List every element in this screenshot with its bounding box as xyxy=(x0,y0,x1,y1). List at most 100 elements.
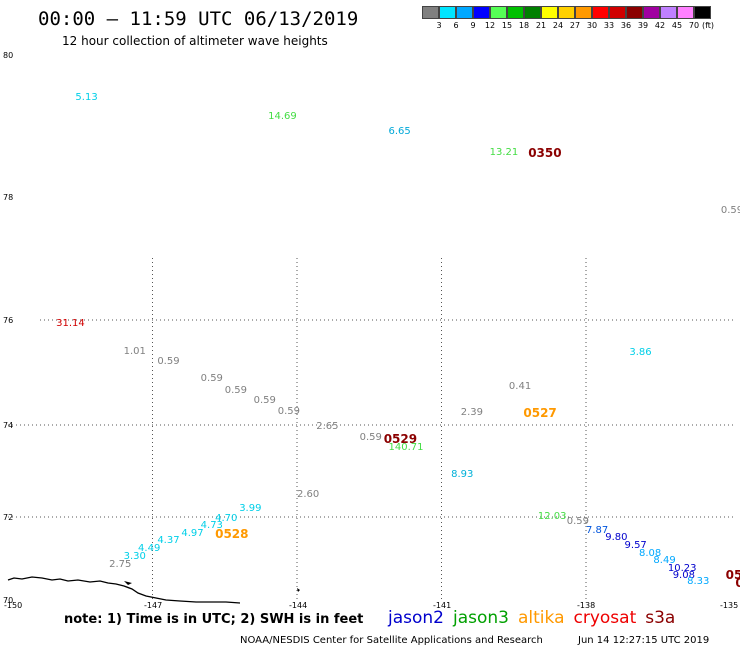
coastline-point xyxy=(297,588,300,592)
wave-height-observation: 140.71 xyxy=(388,442,424,453)
legend-swatch xyxy=(473,6,490,19)
coastline xyxy=(7,576,241,604)
wave-height-observation: 0.59 xyxy=(200,372,223,384)
wave-height-observation: 0.41 xyxy=(508,381,532,393)
satellite-legend: jason2 jason3 altika cryosat s3a xyxy=(388,608,684,628)
legend-label: 6 xyxy=(453,21,459,30)
wave-height-observation: 4.37 xyxy=(157,535,180,547)
legend-label: 9 xyxy=(470,21,476,30)
legend-label: 33 xyxy=(603,21,615,30)
wave-height-observation: 2.60 xyxy=(297,489,320,501)
wave-height-observation: 0.59 xyxy=(720,204,740,216)
legend-label: 45 xyxy=(671,21,683,30)
latitude-label: 80 xyxy=(3,51,14,60)
wave-height-observation: 0.59 xyxy=(253,395,276,407)
wave-height-observation: 8.93 xyxy=(451,468,474,480)
wave-height-observation: 13.21 xyxy=(489,146,519,158)
wave-height-observation: 2.39 xyxy=(460,407,484,419)
wave-height-observation: 8.08 xyxy=(638,547,662,559)
legend-label: 42 xyxy=(654,21,666,30)
legend-swatch xyxy=(575,6,592,19)
credit-line: NOAA/NESDIS Center for Satellite Applica… xyxy=(240,635,543,646)
legend-labels: 3 6 9 12 15 18 21 24 27 30 33 36 39 42 45 70 xyxy=(422,19,711,31)
wave-height-observation: 4.97 xyxy=(181,527,204,539)
generated-timestamp: Jun 14 12:27:15 UTC 2019 xyxy=(578,635,710,646)
latitude-label: 74 xyxy=(3,421,14,430)
longitude-label: -147 xyxy=(144,601,163,610)
wave-height-observation: 0.59 xyxy=(359,431,382,443)
wave-height-observation: 9.57 xyxy=(624,540,647,552)
longitude-label: -144 xyxy=(289,601,308,610)
wave-height-observation: 8.49 xyxy=(653,555,676,567)
wave-height-observation: 0.59 xyxy=(566,516,589,528)
legend-label: 15 xyxy=(501,21,513,30)
legend-label: 27 xyxy=(569,21,581,30)
legend-label: 70 xyxy=(688,21,700,30)
legend-label: 12 xyxy=(484,21,496,30)
wave-height-observation: 14.69 xyxy=(268,111,297,123)
coastline-island xyxy=(124,581,132,585)
wave-height-observation: 0.59 xyxy=(157,356,180,367)
latitude-label: 76 xyxy=(3,316,14,325)
legend-swatch xyxy=(643,6,660,19)
wave-height-observation: 9.80 xyxy=(605,531,628,543)
wave-height-observation: 2.65 xyxy=(316,421,339,433)
legend-label: 30 xyxy=(586,21,598,30)
legend-swatch xyxy=(626,6,643,19)
longitude-label: -135 xyxy=(720,601,739,610)
legend-swatch xyxy=(694,6,711,19)
legend-swatch xyxy=(660,6,677,19)
wave-height-observation: 4.49 xyxy=(138,542,161,554)
satellite-altika: altika xyxy=(518,608,565,628)
legend-label: 36 xyxy=(620,21,632,30)
legend-swatch xyxy=(490,6,507,19)
pass-time-label: 0350 xyxy=(528,145,562,160)
satellite-jason3: jason3 xyxy=(453,608,509,628)
wave-height-observation: 12.03 xyxy=(537,511,567,522)
wave-height-observation: 7.87 xyxy=(586,524,609,536)
pass-time-label: 0527 xyxy=(735,575,740,590)
pass-time-label: 0527 xyxy=(523,406,557,421)
legend-swatch xyxy=(541,6,558,19)
latitude-label: 72 xyxy=(3,513,14,522)
legend-label: 24 xyxy=(552,21,564,30)
legend-swatch xyxy=(439,6,456,19)
page-title: 00:00 – 11:59 UTC 06/13/2019 xyxy=(38,8,359,30)
legend-swatch xyxy=(592,6,609,19)
legend-swatch xyxy=(456,6,473,19)
wave-height-observation: 31.14 xyxy=(56,318,85,330)
longitude-label: -141 xyxy=(433,601,452,610)
pass-time-label: 0528 xyxy=(215,526,249,541)
legend-swatch xyxy=(507,6,524,19)
footer-note: note: 1) Time is in UTC; 2) SWH is in fe… xyxy=(64,612,364,627)
pass-time-label: 0529 xyxy=(383,431,418,446)
legend-swatch xyxy=(558,6,575,19)
latitude-label: 78 xyxy=(3,193,14,202)
legend-label: 18 xyxy=(518,21,530,30)
satellite-jason2: jason2 xyxy=(388,608,444,628)
pass-time-label: 0528 xyxy=(725,568,740,583)
wave-height-observation: 6.65 xyxy=(388,126,411,138)
longitude-label: -150 xyxy=(4,601,23,610)
wave-height-observation: 4.70 xyxy=(215,513,238,525)
legend-label: 21 xyxy=(535,21,547,30)
wave-height-observation: 3.30 xyxy=(123,551,146,563)
wave-height-observation: 0.59 xyxy=(224,384,248,396)
wave-height-observation: 8.33 xyxy=(687,576,710,588)
latitude-label: 70 xyxy=(3,596,14,605)
legend-swatch xyxy=(677,6,694,19)
legend-swatch xyxy=(422,6,439,19)
legend-label: 3 xyxy=(436,21,442,30)
wave-height-observation: 9.08 xyxy=(672,569,695,581)
wave-height-observation: 3.86 xyxy=(629,346,652,358)
graticule xyxy=(8,258,735,600)
wave-height-observation: 3.99 xyxy=(239,502,262,514)
wave-height-observation: 0.59 xyxy=(277,405,300,417)
wave-height-observation: 2.75 xyxy=(109,558,132,570)
wave-height-observation: 4.73 xyxy=(200,520,223,532)
legend-swatch xyxy=(609,6,626,19)
satellite-cryosat: cryosat xyxy=(573,608,637,628)
wave-height-observation: 1.01 xyxy=(123,345,146,357)
